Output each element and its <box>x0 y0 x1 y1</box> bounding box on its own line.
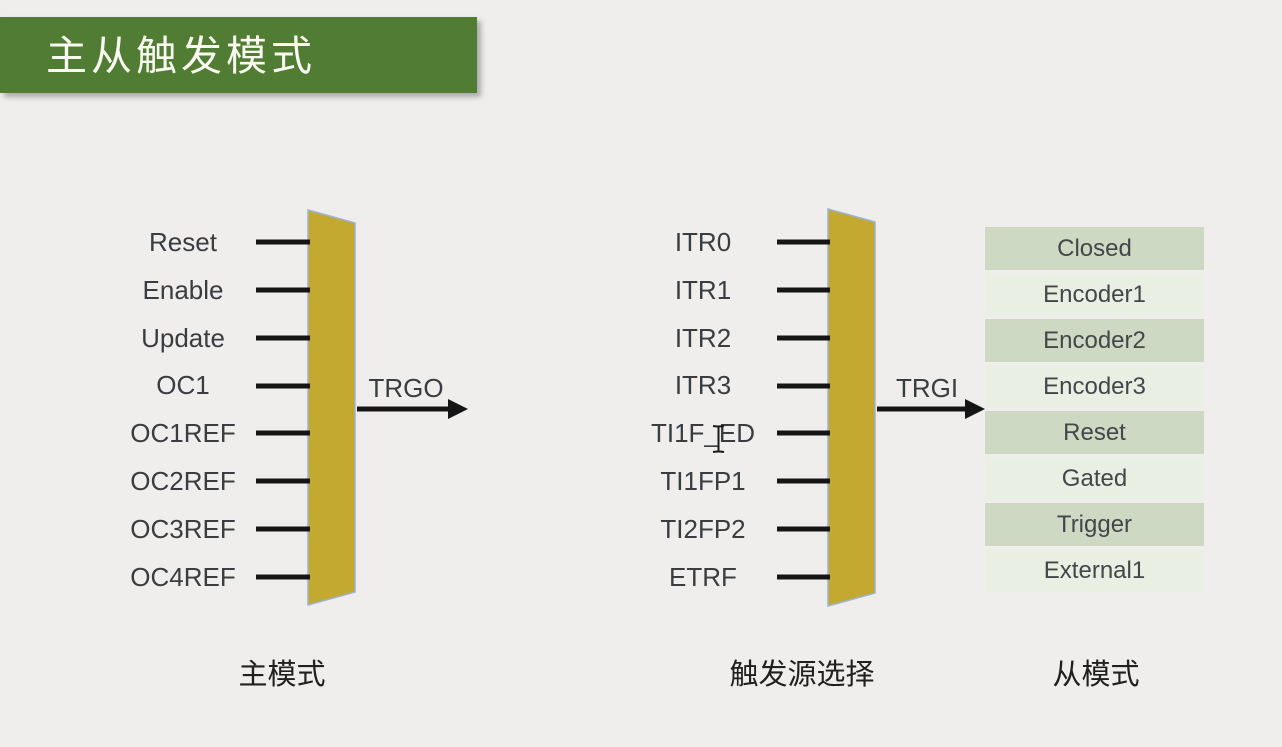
trigger-input-itr2: ITR2 <box>674 323 732 353</box>
trigger-input-itr0: ITR0 <box>674 227 732 257</box>
master-mux-input-ticks <box>256 239 310 580</box>
slave-mode-row-trigger: Trigger <box>985 503 1204 546</box>
master-input-oc1: OC1 <box>156 370 210 400</box>
caption-slave-mode: 从模式 <box>1052 659 1140 691</box>
master-input-oc2ref: OC2REF <box>130 466 236 496</box>
title-banner: 主从触发模式 <box>0 17 477 93</box>
trgi-label: TRGI <box>895 373 959 403</box>
trigger-input-ti1f-ed: TI1F_ED <box>650 418 756 448</box>
trigger-mux-shape <box>827 208 876 607</box>
master-input-reset: Reset <box>149 227 217 257</box>
slave-mode-row-encoder1: Encoder1 <box>985 273 1204 316</box>
trigger-input-ti2fp2: TI2FP2 <box>660 514 746 544</box>
text-cursor-icon <box>712 425 725 453</box>
trigger-mux-input-ticks <box>777 239 830 580</box>
master-input-oc4ref: OC4REF <box>130 562 236 592</box>
slave-mode-row-external1: External1 <box>985 549 1204 592</box>
trigger-input-itr1: ITR1 <box>674 275 732 305</box>
master-input-update: Update <box>141 323 225 353</box>
slave-mode-table: Closed Encoder1 Encoder2 Encoder3 Reset … <box>985 227 1204 592</box>
trgo-arrow <box>357 399 468 419</box>
master-input-enable: Enable <box>142 275 224 305</box>
trigger-input-itr3: ITR3 <box>674 370 732 400</box>
slave-mode-row-closed: Closed <box>985 227 1204 270</box>
trgo-label: TRGO <box>368 373 444 403</box>
caption-trigger-source: 触发源选择 <box>729 659 875 691</box>
slave-mode-row-reset: Reset <box>985 411 1204 454</box>
master-mux-shape <box>307 209 356 606</box>
trgi-arrow <box>877 399 985 419</box>
caption-master-mode: 主模式 <box>238 659 326 691</box>
slave-mode-row-gated: Gated <box>985 457 1204 500</box>
master-input-oc1ref: OC1REF <box>130 418 236 448</box>
slave-mode-row-encoder3: Encoder3 <box>985 365 1204 408</box>
trigger-input-etrf: ETRF <box>669 562 737 592</box>
trigger-input-ti1fp1: TI1FP1 <box>660 466 746 496</box>
page-title: 主从触发模式 <box>46 33 316 79</box>
master-input-oc3ref: OC3REF <box>130 514 236 544</box>
slave-mode-row-encoder2: Encoder2 <box>985 319 1204 362</box>
